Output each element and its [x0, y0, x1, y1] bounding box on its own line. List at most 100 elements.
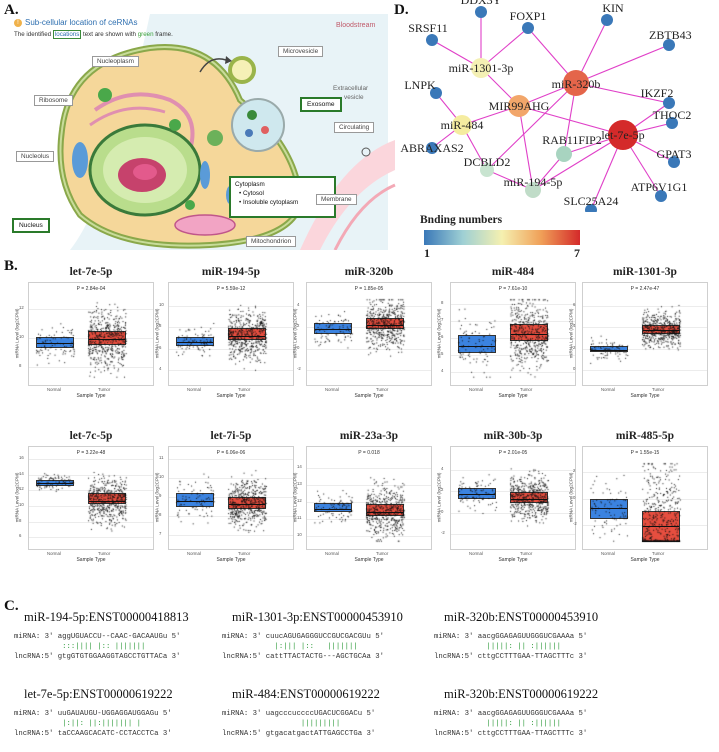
network-node-ddx3y — [475, 6, 487, 18]
mirna-sequence: miRNA: 3' uagcccuccccUGACUCGGACu 5' — [222, 710, 376, 718]
boxplot-title: miR-194-5p — [201, 266, 261, 278]
y-tick-label: 2 — [297, 323, 300, 329]
y-axis-label: miRNA Level (log2CPM) — [568, 472, 574, 523]
x-axis-label: Sample Type — [498, 557, 528, 563]
y-axis-label: miRNA Level (log2CPM) — [436, 308, 442, 359]
y-axis-label: miRNA Level (log2CPM) — [154, 472, 160, 523]
label-bloodstream: Bloodstream — [336, 22, 376, 29]
label-mitochondrion: Mitochondrion — [246, 236, 297, 247]
alignment-title: miR-194-5p:ENST00000418813 — [24, 610, 189, 624]
x-axis-label: Sample Type — [630, 557, 660, 563]
alignment-title: miR-484:ENST00000619222 — [232, 687, 380, 701]
boxplot-area: P = 3.22e-48 — [28, 446, 155, 551]
x-tick-label: Normal — [187, 387, 201, 392]
network-edge — [480, 27, 529, 69]
y-tick-label: 8 — [441, 299, 444, 305]
network-node-atp6v1g1 — [655, 190, 667, 202]
network-node-foxp1 — [522, 22, 534, 34]
label-exosome: Exosome — [300, 97, 342, 112]
pairing-bars: :::|||| |:: ||||||| — [14, 643, 146, 651]
y-tick-label: 12 — [19, 486, 24, 492]
label-membrane: Membrane — [316, 194, 357, 205]
panel-a-subtitle: The identified locations text are shown … — [14, 30, 173, 39]
boxplot-title: miR-484 — [491, 266, 535, 278]
label-extracellular: Extracellular — [333, 85, 369, 92]
y-tick-label: 2 — [573, 344, 576, 350]
x-tick-label: Tumor — [520, 551, 533, 556]
x-tick-label: Normal — [601, 551, 615, 556]
y-tick-label: 4 — [297, 301, 300, 307]
y-tick-label: 4 — [441, 465, 444, 471]
network-label-atp6v1g1: ATP6V1G1 — [631, 180, 688, 194]
lncrna-sequence: lncRNA:5' gtgGTGTGGAAGGTAGCCTGTTACa 3' — [14, 653, 181, 661]
x-tick-label: Normal — [469, 551, 483, 556]
x-axis-label: Sample Type — [354, 393, 384, 399]
pairing-bars: |||||: || :|||||| — [434, 643, 561, 651]
network-edge — [518, 105, 624, 136]
network-label-ddx3y: DDX3Y — [461, 0, 502, 7]
alignment-title: miR-320b:ENST00000453910 — [444, 610, 599, 624]
y-axis-label: miRNA Level (log2CPM) — [568, 308, 574, 359]
network-label-mir-320b: miR-320b — [552, 77, 601, 91]
network-node-mir-1301-3p — [471, 58, 491, 78]
x-tick-label: Tumor — [98, 551, 111, 556]
y-tick-label: 10 — [19, 334, 24, 339]
legend-min: 1 — [424, 246, 430, 260]
network-node-mir-320b — [563, 70, 589, 96]
y-tick-label: 10 — [159, 474, 164, 480]
lncrna-sequence: lncRNA:5' cattTTACTACTG---AGCTGCAa 3' — [222, 653, 385, 661]
y-tick-label: 12 — [19, 305, 24, 311]
network-node-mir-484 — [452, 115, 472, 135]
y-tick-label: 5 — [441, 351, 444, 357]
tumor-jitter-points — [307, 283, 433, 387]
x-axis-label: Sample Type — [76, 557, 106, 563]
boxplot-title: miR-485-5p — [615, 430, 675, 442]
panel-c-letter: C. — [4, 598, 19, 614]
network-node-mir99ahg — [508, 95, 530, 117]
tumor-jitter-points — [451, 283, 577, 387]
label-nucleus: Nucleus — [12, 218, 50, 233]
boxplot-area: P = 0.018 — [306, 446, 433, 551]
network-node-slc25a24 — [585, 204, 597, 212]
y-tick-label: 6 — [159, 344, 162, 350]
mirna-sequence: miRNA: 3' aggUGUACCU--CAAC-GACAAUGu 5' — [14, 633, 181, 641]
legend-colorbar — [424, 230, 580, 245]
y-axis-label: miRNA Level (log2CPM) — [292, 308, 298, 359]
x-axis-label: Sample Type — [216, 393, 246, 399]
y-tick-label: 10 — [19, 501, 24, 507]
boxplot-area: P = 2.01e-05 — [450, 446, 577, 551]
y-tick-label: 2 — [441, 487, 444, 493]
alignment-sequence: miRNA: 3' aacgGGAGAGUUGGGUCGAAAa 5' ||||… — [434, 632, 587, 662]
alignment-title: miR-320b:ENST00000619222 — [444, 687, 599, 701]
y-tick-label: 6 — [441, 334, 444, 339]
panel-d-network: DDX3Y FOXP1 KIN SRSF11 ZBTB43 miR-1301-3p miR-… — [400, 0, 692, 212]
boxplot-area: P = 7.61e-10 — [450, 282, 577, 387]
network-label-thoc2: THOC2 — [653, 108, 692, 122]
network-label-slc25a24: SLC25A24 — [564, 194, 619, 208]
y-tick-label: -2 — [441, 530, 445, 536]
network-label-gpat3: GPAT3 — [657, 147, 692, 161]
y-tick-label: -2 — [573, 521, 577, 527]
tumor-jitter-points — [307, 447, 433, 551]
mitochondrion-shape — [174, 214, 236, 236]
lncrna-sequence: lncRNA:5' cttgCCTTTGAA-TTAGCTTTc 3' — [434, 730, 588, 738]
x-tick-label: Tumor — [238, 551, 251, 556]
y-tick-label: 10 — [159, 301, 164, 307]
network-label-mir99ahg: MIR99AHG — [489, 99, 550, 113]
panel-d-letter: D. — [394, 2, 409, 18]
boxplot-area: P = 2.47e-47 — [582, 282, 709, 387]
y-tick-label: 14 — [297, 463, 302, 469]
network-label-mir-1301-3p: miR-1301-3p — [449, 61, 514, 75]
network-edge — [486, 169, 534, 191]
y-tick-label: 16 — [19, 455, 24, 460]
exosome-shape — [231, 98, 285, 152]
network-label-mir-194-5p: miR-194-5p — [504, 175, 563, 189]
x-tick-label: Normal — [47, 387, 61, 392]
network-edge — [575, 82, 670, 104]
alignment-sequence: miRNA: 3' uagcccuccccUGACUCGGACu 5' ||||… — [222, 709, 375, 739]
panel-a-letter: A. — [4, 2, 19, 18]
lncrna-sequence: lncRNA:5' cttgCCTTTGAA-TTAGCTTTc 3' — [434, 653, 588, 661]
label-circulating: Circulating — [334, 122, 375, 133]
y-tick-label: 6 — [19, 533, 22, 539]
label-microvesicle: Microvesicle — [278, 46, 324, 57]
